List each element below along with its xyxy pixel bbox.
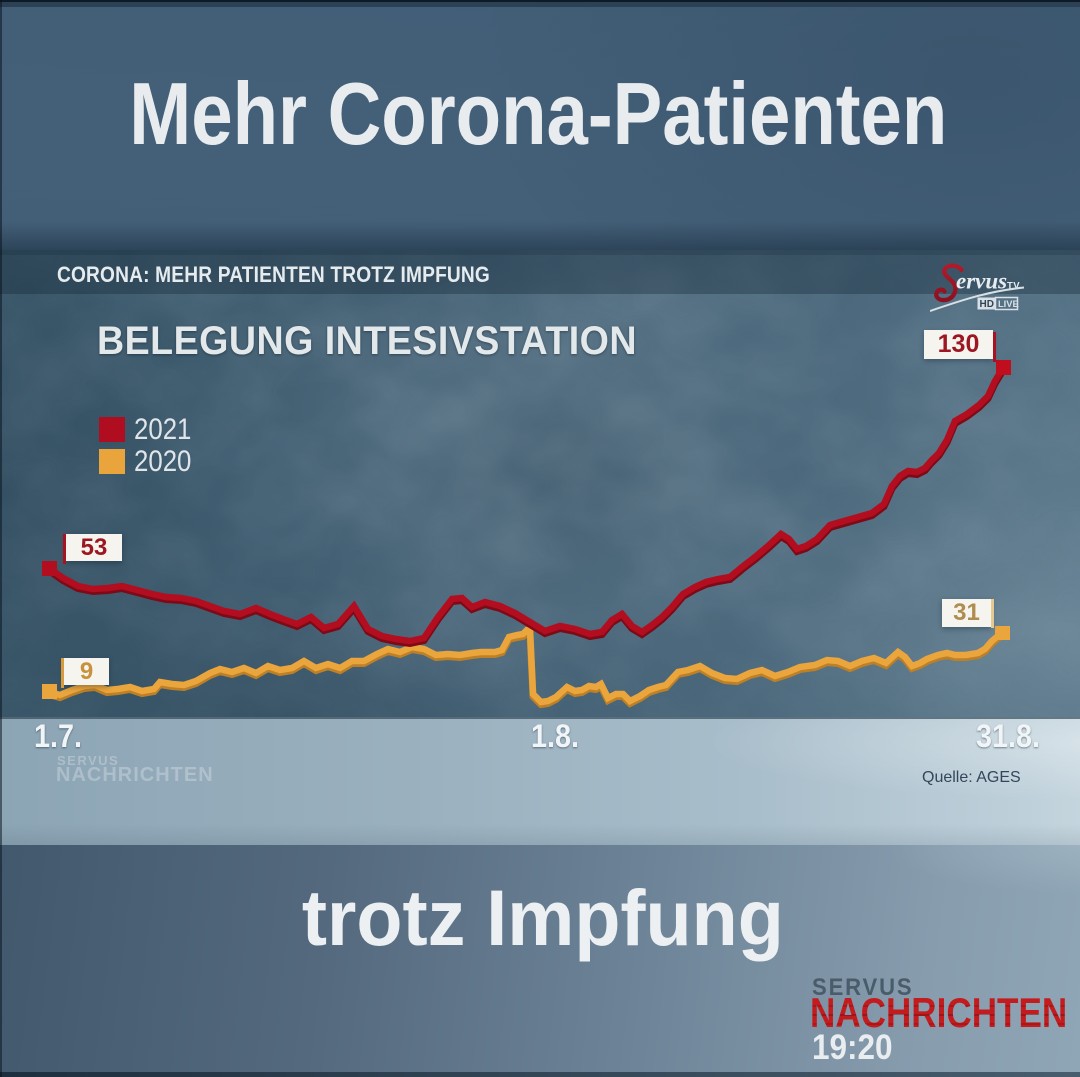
svg-text:HD: HD xyxy=(980,299,994,310)
svg-text:ervus: ervus xyxy=(956,269,1007,294)
svg-text:LIVE: LIVE xyxy=(998,299,1019,309)
svg-text:TV: TV xyxy=(1007,281,1020,292)
